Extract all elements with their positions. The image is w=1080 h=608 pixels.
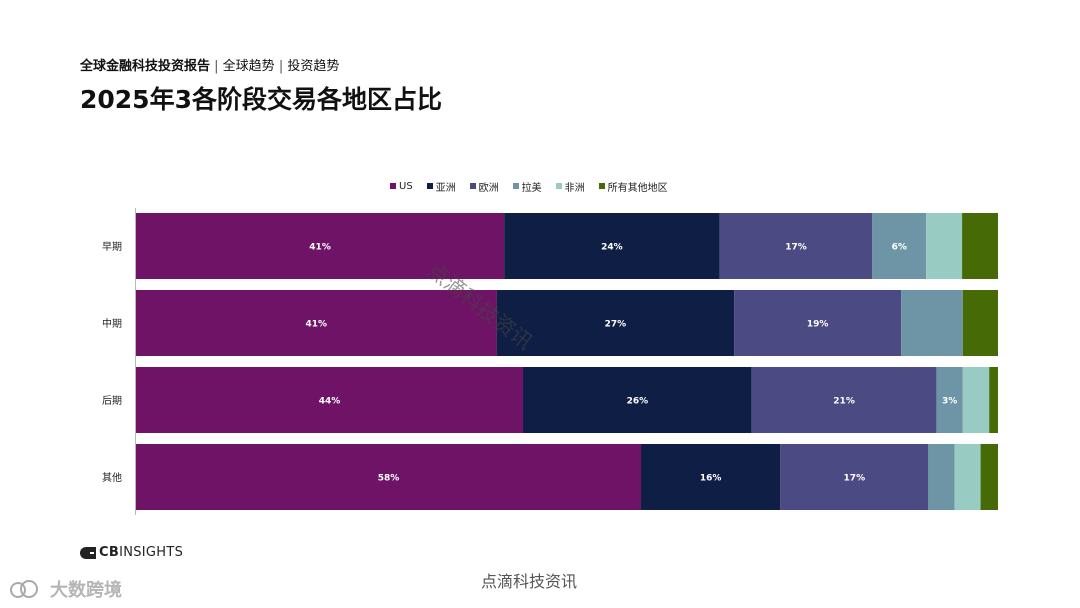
bar-segment (780, 444, 929, 510)
legend-swatch (426, 183, 433, 189)
brand-suffix: INSIGHTS (119, 545, 184, 560)
legend-swatch (598, 183, 605, 189)
data-label: 26% (627, 397, 649, 407)
report-header: 全球金融科技投资报告 | 全球趋势 | 投资趋势 (80, 55, 339, 74)
bar-segment (504, 213, 720, 279)
legend-item: 非洲 (555, 179, 585, 194)
data-label: 44% (319, 397, 341, 407)
header-separator: | (210, 59, 223, 74)
data-label: 16% (700, 474, 722, 484)
legend-label: US (399, 180, 413, 192)
chart-legend: US 亚洲 欧洲 拉美 非洲 所有其他地区 (390, 178, 682, 194)
legend-swatch (555, 183, 562, 189)
bar-segment (962, 367, 990, 433)
bar-segment (751, 367, 937, 433)
data-label: 17% (785, 243, 807, 253)
link-logo-icon (10, 580, 46, 598)
category-label: 早期 (102, 241, 122, 253)
data-label: 19% (807, 320, 829, 330)
data-label: 41% (306, 320, 328, 330)
category-label: 中期 (102, 317, 122, 330)
bar-segment (954, 444, 981, 510)
legend-item: US (390, 181, 413, 192)
data-label: 27% (605, 320, 627, 330)
cb-insights-logo: CBINSIGHTS (80, 545, 183, 560)
legend-label: 欧洲 (478, 182, 499, 194)
data-label: 6% (892, 243, 907, 253)
bar-segment (901, 290, 963, 356)
bar-segment (719, 213, 873, 279)
legend-swatch (390, 183, 396, 189)
bar-segment (962, 290, 998, 356)
bar-segment (962, 213, 998, 279)
legend-item: 拉美 (512, 179, 542, 194)
header-section-investment-trends: 投资趋势 (287, 59, 340, 74)
bar-segment (989, 367, 998, 433)
bar-segment (926, 213, 963, 279)
legend-swatch (469, 183, 476, 189)
legend-label: 非洲 (564, 182, 585, 194)
bar-segment (872, 213, 927, 279)
bar-segment (936, 367, 963, 433)
legend-item: 所有其他地区 (598, 179, 668, 194)
bar-segment (496, 290, 735, 356)
category-label: 后期 (102, 395, 122, 407)
data-label: 41% (309, 243, 331, 253)
brand-text: CBINSIGHTS (99, 545, 183, 560)
bottom-logo-text: 大数跨境 (50, 580, 122, 601)
bar-segment (980, 444, 998, 510)
bottom-logo: 大数跨境 (10, 576, 122, 602)
data-label: 24% (601, 243, 623, 253)
bar-segment (928, 444, 955, 510)
legend-label: 拉美 (521, 182, 542, 194)
header-section-global-trends: 全球趋势 (222, 59, 275, 74)
legend-label: 所有其他地区 (607, 182, 668, 194)
legend-item: 亚洲 (426, 179, 456, 194)
header-separator: | (274, 59, 288, 74)
legend-item: 欧洲 (469, 179, 499, 194)
data-label: 3% (942, 397, 957, 407)
brand-prefix: CB (99, 545, 120, 560)
data-label: 58% (378, 474, 400, 484)
page-title: 2025年3各阶段交易各地区占比 (80, 85, 442, 114)
bar-segment (734, 290, 902, 356)
bar-segment (641, 444, 781, 510)
report-name: 全球金融科技投资报告 (80, 59, 211, 74)
footer-source: 点滴科技资讯 (481, 572, 578, 591)
bar-segment (136, 213, 505, 279)
bar-segment (136, 290, 497, 356)
legend-label: 亚洲 (435, 182, 456, 194)
legend-swatch (512, 183, 519, 189)
data-label: 21% (833, 397, 855, 407)
bar-segment (523, 367, 752, 433)
data-label: 17% (844, 474, 866, 484)
category-label: 其他 (102, 471, 122, 484)
bar-segment (136, 367, 524, 433)
bar-segment (136, 444, 642, 510)
cb-insights-icon (80, 546, 96, 559)
